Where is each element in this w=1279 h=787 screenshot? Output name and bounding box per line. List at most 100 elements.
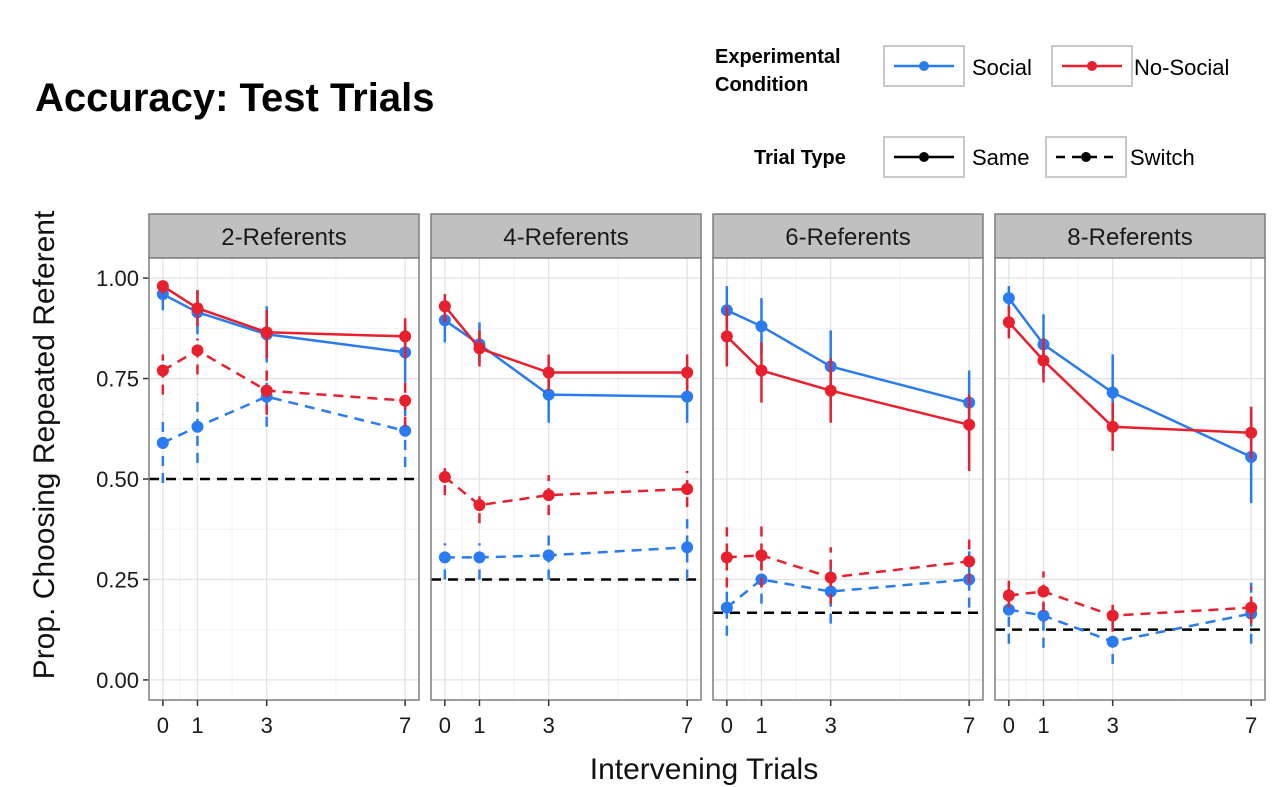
data-point-no-social-switch [824,571,837,584]
x-tick-label: 7 [681,713,693,738]
data-point-no-social-same [720,330,733,343]
facet-panel-4-referents: 4-Referents 0 1 3 7 [430,213,702,738]
data-point-social-same [681,390,694,403]
x-tick-label: 7 [1245,713,1257,738]
series-line-no-social-switch [444,476,688,507]
data-point-social-switch [1002,603,1015,616]
data-point-social-switch [399,424,412,437]
data-point-no-social-switch [755,549,768,562]
data-point-no-social-same [824,384,837,397]
x-tick-label: 1 [473,713,485,738]
facet-strip-label: 2-Referents [221,224,346,251]
data-point-no-social-same [1037,354,1050,367]
data-point-no-social-same [1245,426,1258,439]
data-point-no-social-same [191,302,204,315]
series-line-no-social-same [1007,321,1252,435]
data-point-no-social-same [963,418,976,431]
series-line-social-same [162,293,406,354]
series-line-no-social-same [162,285,406,338]
data-point-no-social-same [1106,420,1119,433]
series-line-social-same [1007,297,1252,459]
x-tick-label: 3 [261,713,273,738]
facet-strip-label: 8-Referents [1067,224,1192,251]
data-point-no-social-switch [191,344,204,357]
chart-title: Accuracy: Test Trials [35,76,434,120]
series-line-social-switch [726,578,970,609]
x-tick-label: 3 [825,713,837,738]
data-point-social-switch [156,436,169,449]
data-point-no-social-same [681,366,694,379]
y-axis: 0.00 0.25 0.50 0.75 1.00 [96,266,149,693]
data-point-no-social-same [473,342,486,355]
facet-strip [712,213,984,259]
x-tick-label: 3 [1107,713,1119,738]
data-point-no-social-switch [1002,589,1015,602]
x-tick-label: 3 [543,713,555,738]
data-point-no-social-switch [963,555,976,568]
facet-strip-label: 6-Referents [785,224,910,251]
legend-point-social [919,61,929,71]
x-tick-label: 0 [439,713,451,738]
x-axis-title: Intervening Trials [590,753,818,786]
x-tick-label: 7 [963,713,975,738]
data-point-no-social-switch [399,394,412,407]
facet-strip [148,213,420,259]
facet-strip [994,213,1266,259]
x-tick-label: 1 [1037,713,1049,738]
facet-panel-6-referents: 6-Referents 0 1 3 7 [712,213,984,738]
legend-label-social: Social [972,55,1032,80]
legend-trial-type: Trial Type Same Switch [754,136,1195,178]
legend-condition-title-line2: Condition [715,74,808,96]
legend-point-no-social [1087,61,1097,71]
series-line-no-social-switch [162,348,406,402]
legend-trial-type-title: Trial Type [754,147,846,169]
data-point-no-social-switch [1037,585,1050,598]
data-point-social-same [1106,386,1119,399]
data-point-social-switch [720,601,733,614]
legend-condition-title-line1: Experimental [715,46,841,68]
data-point-no-social-switch [473,499,486,512]
data-point-social-switch [473,551,486,564]
panel-border [994,257,1266,701]
series-line-social-same [444,319,688,398]
series-line-social-switch [1008,608,1252,643]
data-point-social-same [542,388,555,401]
data-point-no-social-same [438,300,451,313]
legend-label-no-social: No-Social [1134,55,1229,80]
data-point-no-social-switch [681,483,694,496]
x-tick-label: 1 [191,713,203,738]
panel-border [148,257,420,701]
legend-point-switch [1081,152,1091,162]
data-point-no-social-switch [1245,601,1258,614]
y-tick-label: 0.75 [96,367,139,392]
data-point-no-social-same [542,366,555,379]
data-point-social-same [755,320,768,333]
series-line-social-switch [162,395,406,444]
series-line-no-social-same [725,335,970,427]
data-point-no-social-switch [260,384,273,397]
facet-panel-8-referents: 8-Referents 0 1 3 7 [994,213,1266,738]
facet-panel-2-referents: 2-Referents 0 1 3 7 [148,213,420,738]
data-point-no-social-same [260,326,273,339]
facet-strip-label: 4-Referents [503,224,628,251]
x-tick-label: 0 [1003,713,1015,738]
x-tick-label: 1 [755,713,767,738]
data-point-social-switch [681,541,694,554]
data-point-social-same [1002,292,1015,305]
legend-label-switch: Switch [1130,145,1195,170]
series-line-no-social-switch [726,554,970,579]
facet-strip [430,213,702,259]
data-point-no-social-same [156,280,169,293]
data-point-social-switch [824,585,837,598]
data-point-social-switch [542,549,555,562]
data-point-no-social-switch [438,470,451,483]
data-point-no-social-switch [542,489,555,502]
data-point-social-switch [1037,609,1050,622]
series-line-no-social-switch [1008,590,1252,617]
y-tick-label: 1.00 [96,266,139,291]
y-tick-label: 0.00 [96,668,139,693]
legend-condition: Experimental Condition Social No-Social [715,45,1229,96]
data-point-social-switch [191,420,204,433]
